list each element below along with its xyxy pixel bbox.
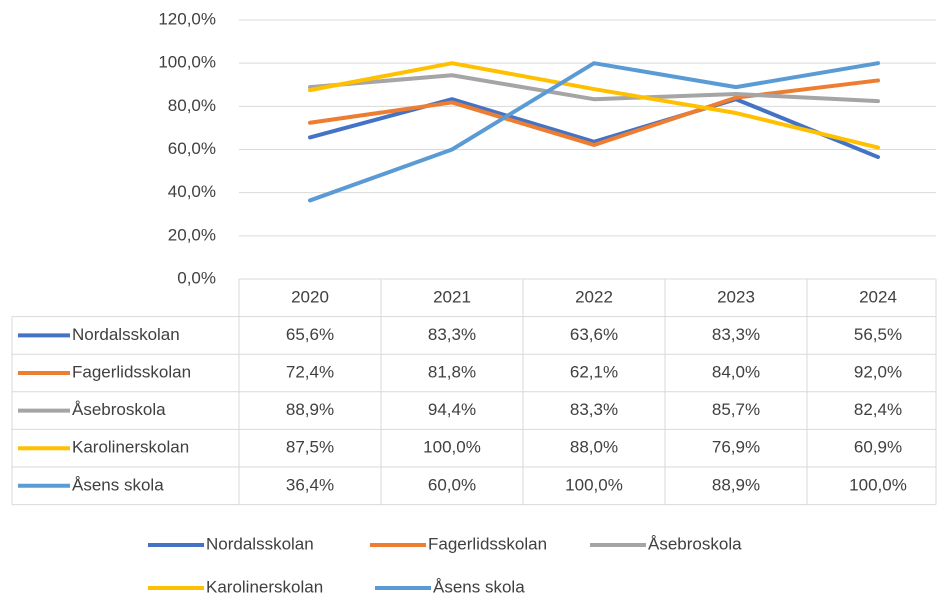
- table-row-label: Nordalsskolan: [72, 325, 180, 344]
- x-tick-label: 2021: [433, 287, 471, 306]
- table-cell: 76,9%: [712, 438, 760, 457]
- table-cell: 87,5%: [286, 438, 334, 457]
- table-cell: 83,3%: [570, 400, 618, 419]
- y-tick-label: 0,0%: [177, 268, 216, 287]
- table-cell: 72,4%: [286, 362, 334, 381]
- legend-label: Nordalsskolan: [206, 534, 314, 553]
- x-tick-label: 2020: [291, 287, 329, 306]
- table-cell: 60,0%: [428, 475, 476, 494]
- table-cell: 100,0%: [849, 475, 907, 494]
- series-line: [308, 61, 880, 150]
- table-cell: 56,5%: [854, 325, 902, 344]
- series-line: [308, 61, 880, 203]
- series-line: [308, 78, 880, 147]
- table-row-label: Åsens skola: [72, 475, 164, 494]
- y-tick-label: 80,0%: [168, 96, 216, 115]
- table-cell: 88,9%: [712, 475, 760, 494]
- x-tick-label: 2024: [859, 287, 897, 306]
- table-cell: 100,0%: [565, 475, 623, 494]
- table-cell: 92,0%: [854, 362, 902, 381]
- table-row-label: Fagerlidsskolan: [72, 362, 191, 381]
- legend-label: Åsens skola: [433, 577, 525, 596]
- table-cell: 100,0%: [423, 438, 481, 457]
- y-tick-label: 40,0%: [168, 182, 216, 201]
- table-cell: 84,0%: [712, 362, 760, 381]
- table-cell: 83,3%: [712, 325, 760, 344]
- x-tick-label: 2022: [575, 287, 613, 306]
- table-cell: 36,4%: [286, 475, 334, 494]
- y-tick-label: 100,0%: [158, 53, 216, 72]
- table-row-label: Åsebroskola: [72, 400, 166, 419]
- table-cell: 88,0%: [570, 438, 618, 457]
- table-cell: 60,9%: [854, 438, 902, 457]
- series-line: [308, 73, 880, 104]
- table-cell: 88,9%: [286, 400, 334, 419]
- y-tick-label: 20,0%: [168, 225, 216, 244]
- table-cell: 63,6%: [570, 325, 618, 344]
- table-cell: 62,1%: [570, 362, 618, 381]
- table-cell: 94,4%: [428, 400, 476, 419]
- legend-label: Åsebroskola: [648, 534, 742, 553]
- table-cell: 82,4%: [854, 400, 902, 419]
- y-tick-label: 120,0%: [158, 9, 216, 28]
- legend-label: Fagerlidsskolan: [428, 534, 547, 553]
- table-cell: 83,3%: [428, 325, 476, 344]
- series-line: [308, 97, 880, 160]
- y-tick-label: 60,0%: [168, 139, 216, 158]
- table-cell: 85,7%: [712, 400, 760, 419]
- table-row-label: Karolinerskolan: [72, 438, 189, 457]
- x-tick-label: 2023: [717, 287, 755, 306]
- legend-label: Karolinerskolan: [206, 577, 323, 596]
- table-cell: 65,6%: [286, 325, 334, 344]
- table-cell: 81,8%: [428, 362, 476, 381]
